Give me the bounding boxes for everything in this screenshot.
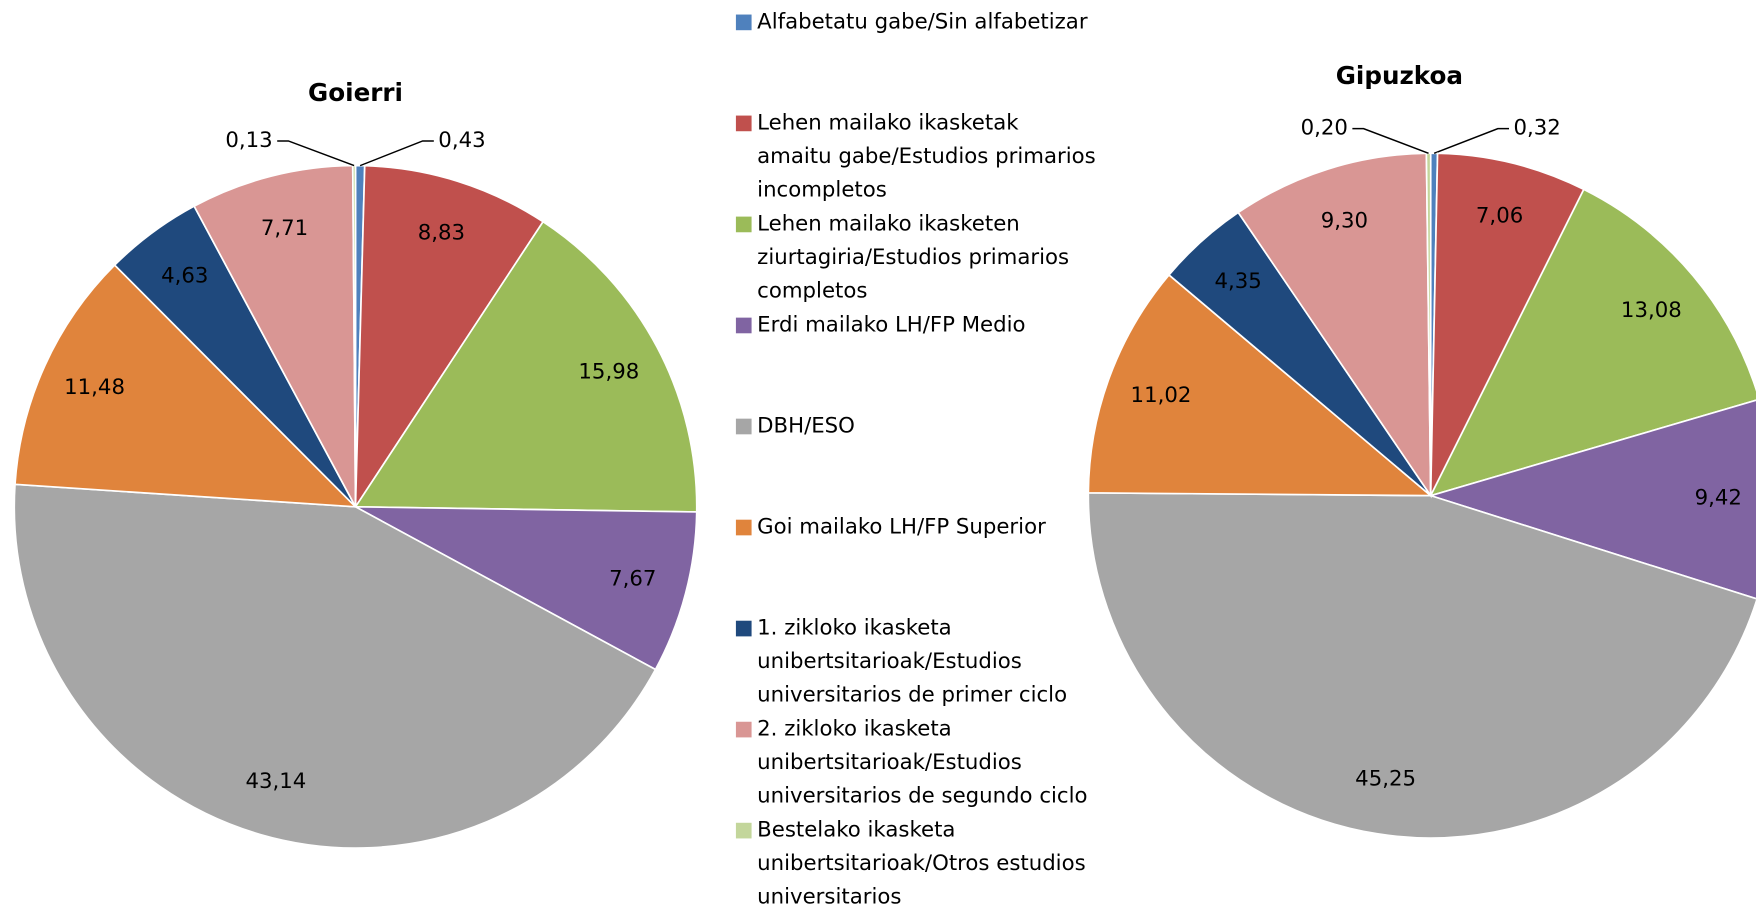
legend-line: Lehen mailako ikasketak [757,110,1019,135]
data-label: 11,02 [1131,383,1192,408]
legend-label: Bestelako ikasketa unibertsitarioak/Otros… [757,818,1086,904]
pie-slice [1427,399,1756,600]
pie-slice [1237,152,1432,499]
legend-line: amaitu gabe/Estudios primarios [757,144,1096,169]
legend-swatch [735,721,752,738]
legend-line: ziurtagiria/Estudios primarios [757,245,1069,270]
data-label: 4,35 [1214,269,1261,294]
data-label: 4,63 [161,264,208,289]
pie-slice [354,164,545,510]
legend-label: Alfabetatu gabe/Sin alfabetizar [757,9,1088,34]
leader-line [277,140,355,167]
pie-slice [1087,491,1756,839]
chart-title: Gipuzkoa [1336,61,1463,90]
legend-swatch [735,418,752,435]
legend-label: Lehen mailako ikasketen ziurtagiria/Estud… [757,211,1069,303]
data-label: 11,48 [64,375,125,400]
legend-label: Lehen mailako ikasketak amaitu gabe/Estud… [757,110,1096,202]
legend-line: DBH/ESO [757,413,855,438]
pie-slice [355,505,698,671]
data-label: 0,13 [225,128,272,153]
pie-slice [13,483,657,849]
legend-swatch [735,14,752,31]
legend-line: Erdi mailako LH/FP Medio [757,312,1025,337]
legend-line: unibertsitarioak/Otros estudios [757,851,1086,876]
data-label: 9,42 [1695,486,1742,511]
legend-line: universitarios de primer ciclo [757,683,1067,708]
leader-line [359,140,434,167]
legend-line: completos [757,279,867,304]
pie-slice [353,220,698,513]
data-label: 0,20 [1301,116,1348,141]
legend-swatch [735,317,752,334]
legend-line: incompletos [757,178,887,203]
legend-swatch [735,115,752,132]
legend-label: DBH/ESO [757,413,855,438]
data-label: 7,67 [609,566,656,591]
legend-swatch [735,822,752,839]
pie-slice [1429,152,1585,497]
data-label: 9,30 [1321,208,1368,233]
legend-line: unibertsitarioak/Estudios [757,649,1022,674]
data-label: 45,25 [1355,767,1416,792]
legend-swatch [735,216,752,233]
data-label: 13,08 [1621,298,1682,323]
pie-slice [1087,273,1434,497]
legend-line: universitarios de segundo ciclo [757,784,1087,809]
data-label: 15,98 [578,360,639,385]
legend-swatch [735,519,752,536]
legend-line: universitarios [757,885,901,904]
data-label: 0,43 [438,128,485,153]
legend-label: 1. zikloko ikasketa unibertsitarioak/Estu… [757,616,1067,708]
legend-line: unibertsitarioak/Estudios [757,750,1022,775]
legend-label: 2. zikloko ikasketa unibertsitarioak/Estu… [757,717,1087,809]
legend-label: Erdi mailako LH/FP Medio [757,312,1025,337]
data-label: 7,06 [1476,203,1523,228]
legend-label: Goi mailako LH/FP Superior [757,515,1046,540]
pie-slice [1429,188,1756,497]
chart-title: Goierri [308,78,403,107]
legend-line: Alfabetatu gabe/Sin alfabetizar [757,9,1088,34]
legend-line: 1. zikloko ikasketa [757,616,952,641]
leader-line [1433,127,1510,154]
legend-line: 2. zikloko ikasketa [757,717,952,742]
pie-slice [193,164,357,508]
data-label: 43,14 [245,769,306,794]
data-label: 7,71 [261,216,308,241]
legend-line: Lehen mailako ikasketen [757,211,1020,236]
legend-line: Goi mailako LH/FP Superior [757,515,1046,540]
leader-line [1352,127,1429,154]
pie-slice [14,263,358,508]
legend-line: Bestelako ikasketa [757,818,955,843]
data-label: 8,83 [418,220,465,245]
data-label: 0,32 [1513,116,1560,141]
legend-swatch [735,620,752,637]
